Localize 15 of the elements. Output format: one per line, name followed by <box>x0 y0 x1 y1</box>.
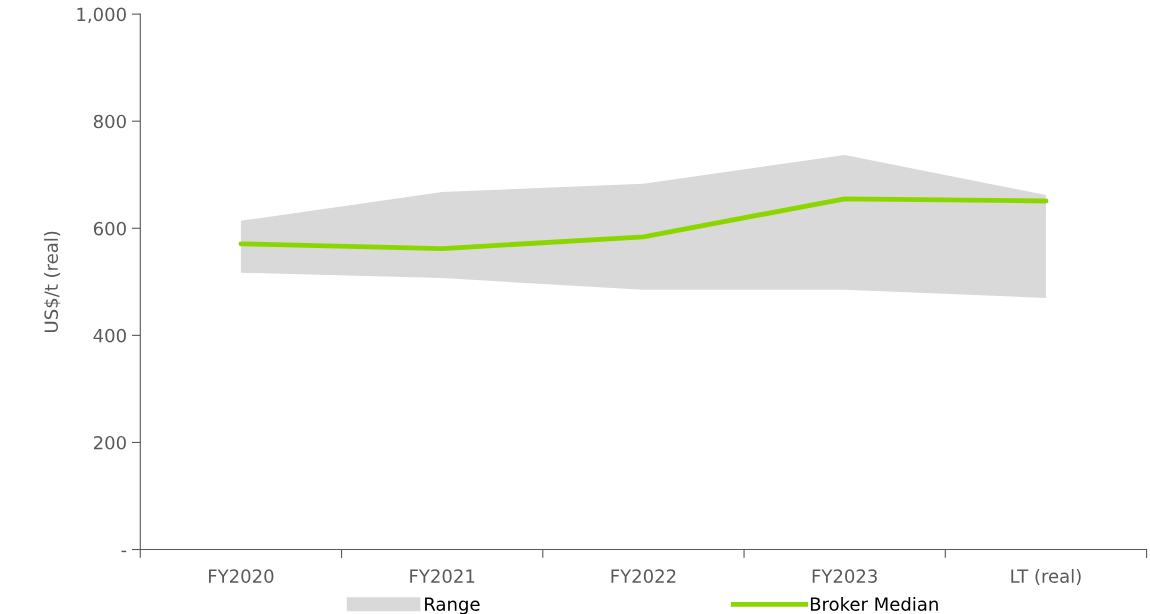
line-series <box>238 196 1049 252</box>
x-tick-label: FY2023 <box>812 569 877 583</box>
y-tick-label: 600 <box>93 221 126 236</box>
x-tick-label: FY2020 <box>209 569 274 583</box>
x-tick-label: LT (real) <box>1011 568 1081 586</box>
x-tick-label: FY2021 <box>410 569 475 583</box>
y-tick-label: - <box>121 550 127 553</box>
x-tick-label: FY2022 <box>611 569 676 583</box>
y-axis-title: US$/t (real) <box>44 231 61 332</box>
legend-label: Range <box>425 597 480 614</box>
y-tick-label: 800 <box>93 114 126 129</box>
y-tick-label: 1,000 <box>77 7 126 24</box>
legend-label: Broker Median <box>810 596 938 611</box>
y-tick-label: 400 <box>93 328 126 343</box>
y-tick-label: 200 <box>93 435 126 450</box>
